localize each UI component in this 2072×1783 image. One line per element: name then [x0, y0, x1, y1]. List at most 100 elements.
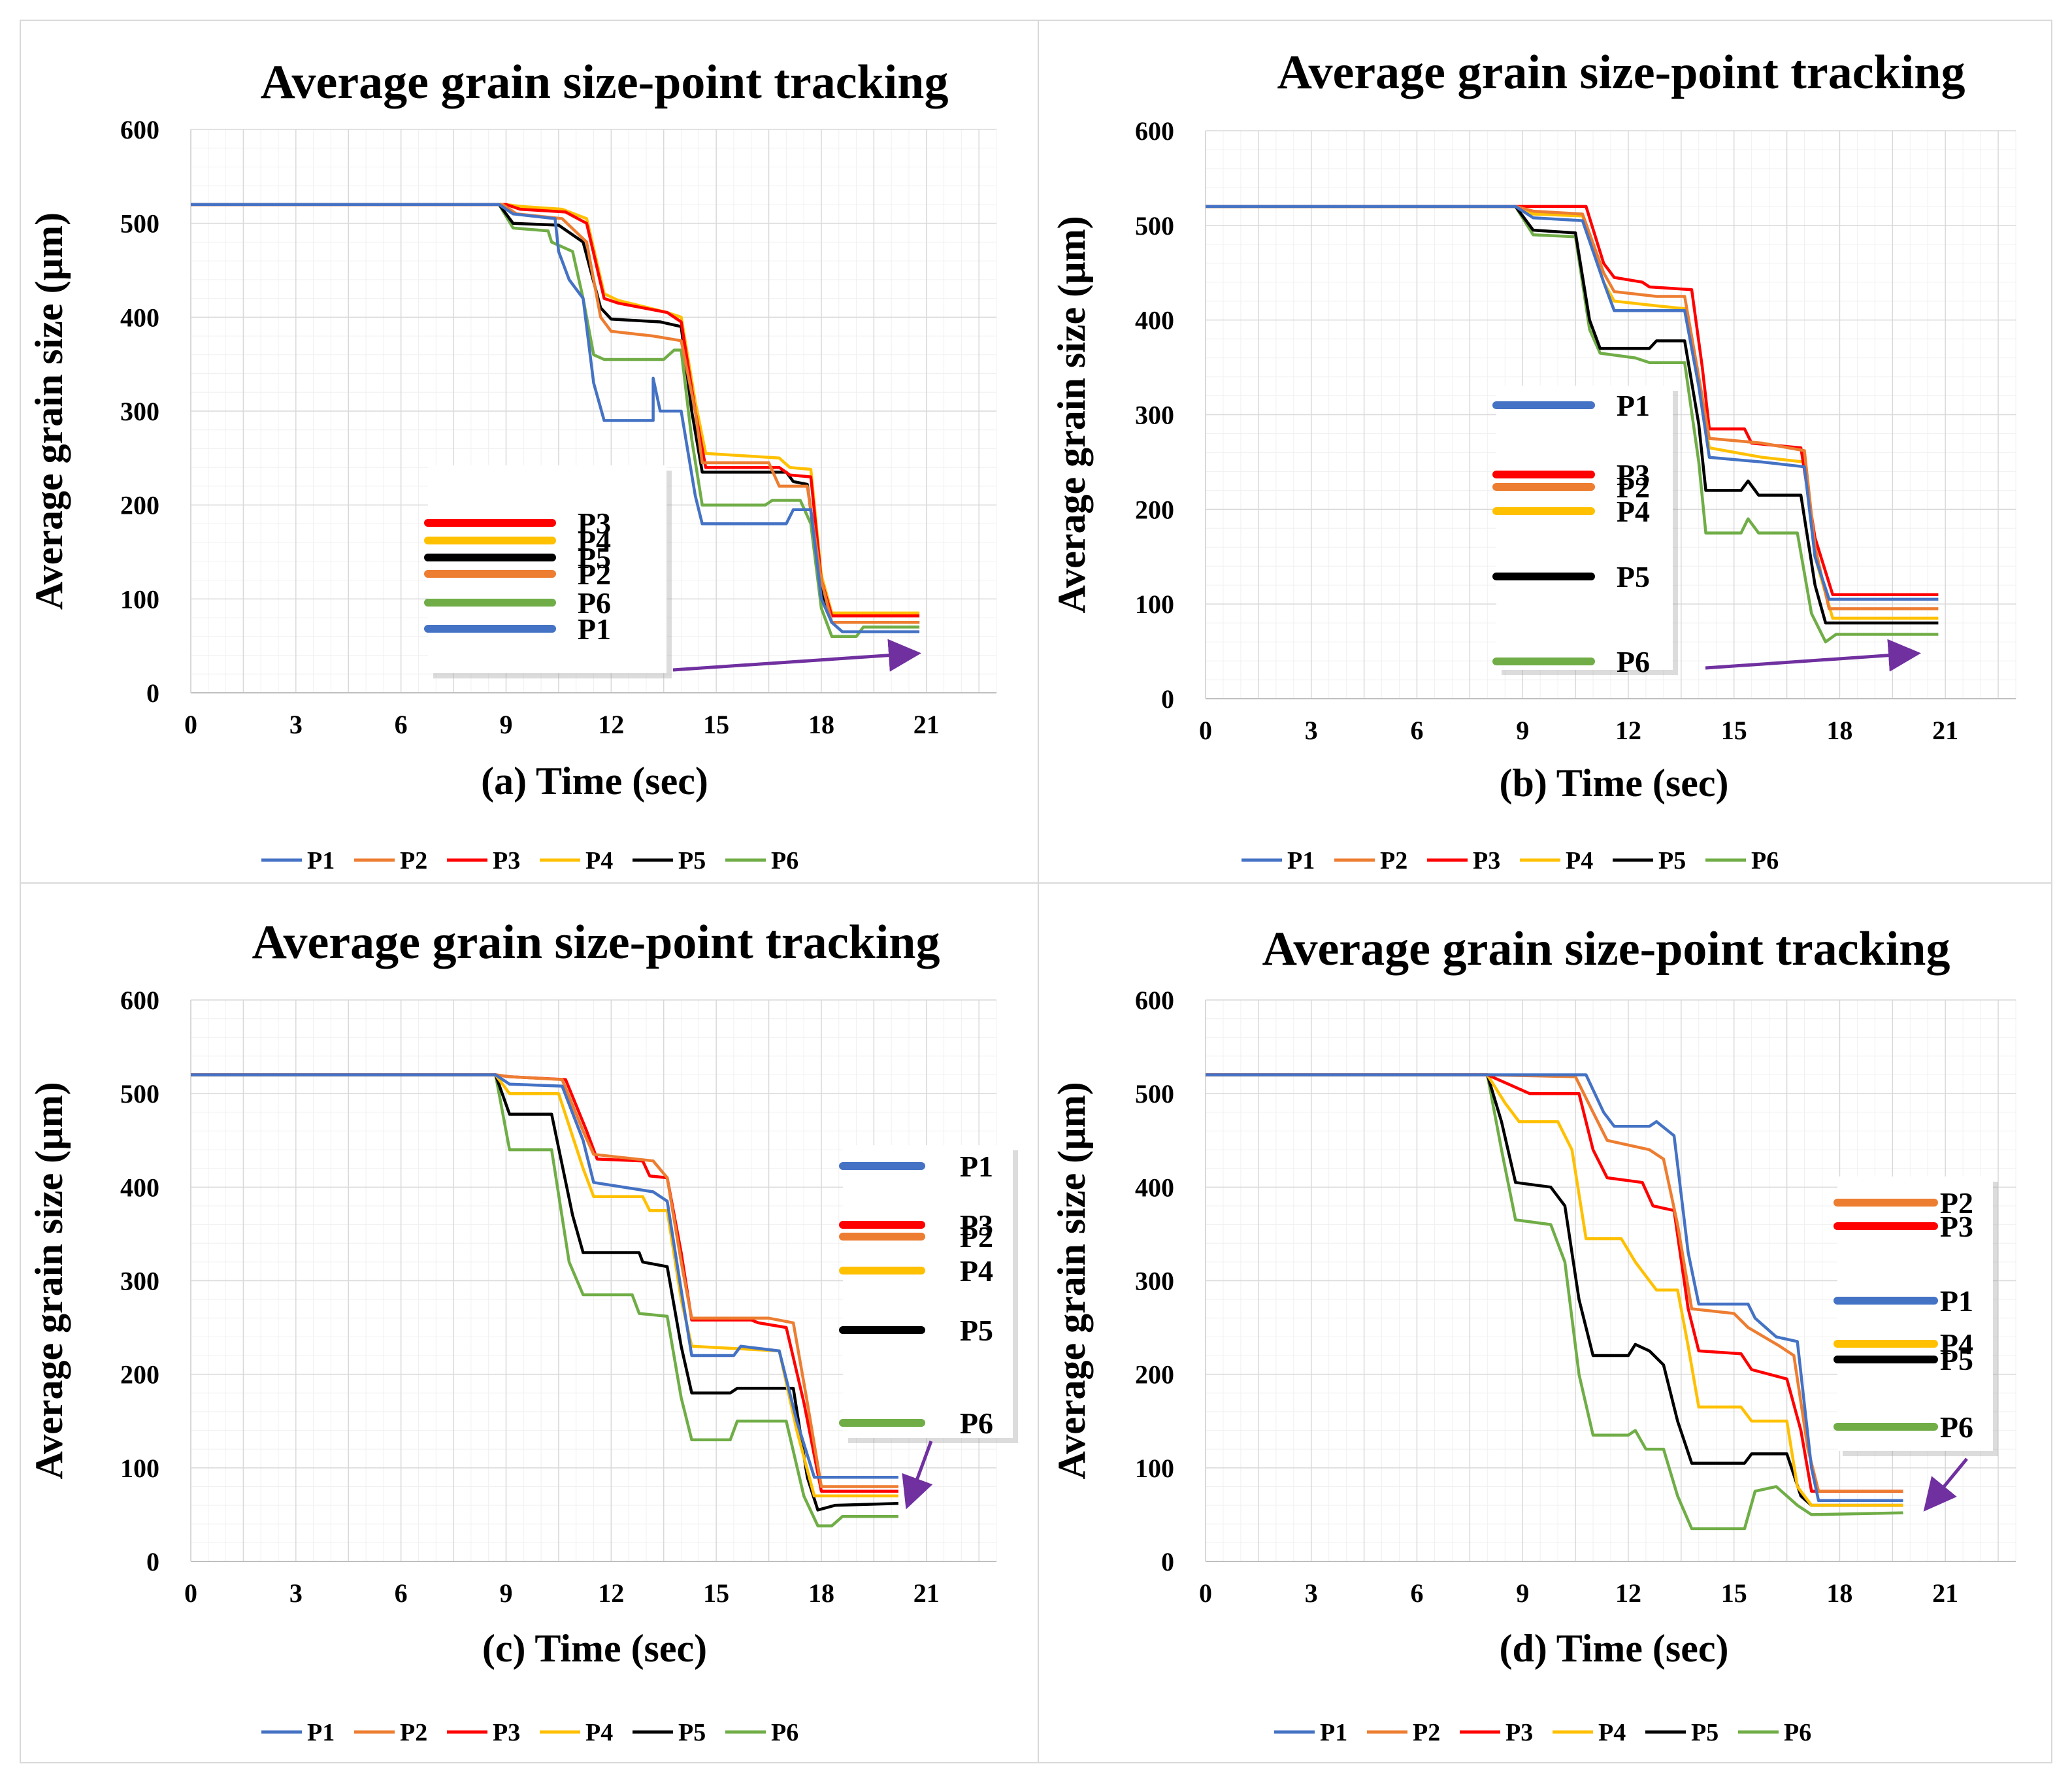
series-line-p3 — [1206, 1073, 1903, 1493]
x-tick-label: 18 — [808, 710, 834, 739]
x-tick-label: 6 — [1410, 716, 1423, 745]
legend-label-p1: P1 — [1320, 1719, 1347, 1746]
inset-legend-box — [1496, 386, 1673, 670]
inset-legend-label-p5: P5 — [960, 1314, 993, 1347]
x-tick-label: 12 — [1615, 716, 1641, 745]
series-line-p5 — [1206, 1073, 1903, 1507]
y-tick-label: 100 — [1135, 590, 1174, 619]
y-tick-label: 600 — [120, 115, 159, 144]
y-tick-label: 100 — [1135, 1454, 1174, 1483]
y-tick-label: 200 — [1135, 495, 1174, 524]
y-tick-label: 400 — [120, 1173, 159, 1202]
y-tick-label: 600 — [1135, 986, 1174, 1015]
series-line-p5 — [1206, 205, 1939, 625]
x-tick-label: 0 — [184, 710, 197, 739]
x-tick-label: 6 — [395, 1578, 408, 1608]
inset-legend-label-p1: P1 — [1617, 389, 1650, 422]
y-tick-label: 0 — [146, 1547, 159, 1576]
x-tick-label: 3 — [1305, 1578, 1318, 1608]
legend-label-p2: P2 — [1413, 1719, 1440, 1746]
x-tick-label: 21 — [913, 710, 940, 739]
inset-legend-label-p6: P6 — [1617, 645, 1650, 678]
series-line-p3 — [191, 203, 920, 618]
annotation-arrow — [672, 639, 921, 672]
y-axis-label: Average grain size (µm) — [27, 212, 71, 610]
inset-legend-label-p6: P6 — [578, 586, 611, 620]
y-tick-label: 600 — [120, 986, 159, 1015]
inset-legend-label-p2: P2 — [960, 1220, 993, 1254]
inset-legend-label-p1: P1 — [960, 1150, 993, 1183]
y-tick-label: 600 — [1135, 116, 1174, 146]
y-tick-label: 400 — [120, 303, 159, 332]
inset-legend-label-p4: P4 — [1617, 495, 1650, 528]
x-tick-label: 9 — [499, 710, 512, 739]
inset-legend-label-p2: P2 — [1617, 471, 1650, 504]
y-tick-label: 200 — [1135, 1360, 1174, 1390]
series-line-p1 — [1206, 1073, 1903, 1503]
y-tick-label: 100 — [120, 1454, 159, 1483]
x-tick-label: 6 — [395, 710, 408, 739]
series-line-p6 — [191, 203, 920, 639]
y-tick-label: 300 — [120, 397, 159, 426]
y-tick-label: 0 — [146, 678, 159, 708]
inset-legend-label-p3: P3 — [578, 507, 611, 540]
inset-legend-box — [428, 465, 666, 673]
legend-label-p1: P1 — [307, 1719, 335, 1746]
x-tick-label: 3 — [289, 1578, 303, 1608]
series-line-p1 — [191, 203, 920, 633]
legend-label-p2: P2 — [400, 1719, 427, 1746]
legend-label-p2: P2 — [1380, 847, 1407, 875]
inset-legend-label-p4: P4 — [578, 524, 611, 558]
legend-label-p3: P3 — [1473, 847, 1500, 875]
inset-legend-label-p5: P5 — [1940, 1343, 1973, 1376]
x-tick-label: 15 — [1721, 716, 1747, 745]
inset-legend-label-p2: P2 — [1940, 1186, 1973, 1220]
series-line-p6 — [1206, 1073, 1903, 1531]
x-tick-label: 0 — [1199, 1578, 1212, 1608]
x-axis-label: (c) Time (sec) — [482, 1627, 707, 1670]
series-line-p1 — [1206, 205, 1939, 601]
x-tick-label: 21 — [1932, 716, 1958, 745]
chart-panel-d: 0 3 6 9 12 15 18 21 0 100 200 300 400 500 600 Average g… — [1050, 922, 2016, 1746]
series-line-p2 — [1206, 1073, 1903, 1493]
legend-label-p4: P4 — [585, 847, 613, 875]
legend-label-p3: P3 — [493, 847, 520, 875]
y-tick-label: 200 — [120, 1360, 159, 1390]
chart-title: Average grain size-point tracking — [1277, 46, 1965, 99]
x-tick-label: 15 — [1721, 1578, 1747, 1608]
x-tick-label: 9 — [499, 1578, 512, 1608]
x-tick-label: 21 — [913, 1578, 940, 1608]
legend-label-p5: P5 — [678, 1719, 706, 1746]
y-tick-label: 0 — [1161, 684, 1174, 714]
x-tick-label: 0 — [184, 1578, 197, 1608]
x-tick-label: 3 — [1305, 716, 1318, 745]
inset-legend-label-p4: P4 — [1940, 1327, 1973, 1361]
legend-label-p1: P1 — [1287, 847, 1315, 875]
inset-legend-label-p4: P4 — [960, 1254, 993, 1288]
x-tick-label: 18 — [1826, 716, 1852, 745]
x-axis-label: (d) Time (sec) — [1499, 1627, 1728, 1670]
inset-legend-label-p3: P3 — [1617, 458, 1650, 492]
x-tick-label: 15 — [703, 710, 729, 739]
y-tick-label: 400 — [1135, 1173, 1174, 1202]
inset-legend-label-p6: P6 — [1940, 1410, 1973, 1444]
legend-label-p4: P4 — [1566, 847, 1593, 875]
inset-legend-label-p3: P3 — [960, 1208, 993, 1242]
inset-legend-label-p1: P1 — [1940, 1284, 1973, 1318]
chart-title: Average grain size-point tracking — [261, 56, 949, 109]
chart-panel-b: 0 3 6 9 12 15 18 21 0 100 200 300 400 500 600 Average g… — [1050, 46, 2016, 875]
legend-label-p6: P6 — [771, 847, 798, 875]
x-tick-label: 9 — [1516, 1578, 1529, 1608]
y-tick-label: 400 — [1135, 306, 1174, 335]
y-tick-label: 100 — [120, 584, 159, 614]
y-tick-label: 500 — [1135, 1079, 1174, 1108]
annotation-arrow — [902, 1441, 933, 1510]
legend-label-p5: P5 — [678, 847, 706, 875]
series-line-p4 — [1206, 1073, 1903, 1507]
legend-label-p6: P6 — [1751, 847, 1779, 875]
x-tick-label: 12 — [598, 1578, 624, 1608]
inset-legend-label-p5: P5 — [1617, 560, 1650, 593]
y-tick-label: 500 — [120, 1079, 159, 1108]
inset-legend-label-p3: P3 — [1940, 1210, 1973, 1243]
